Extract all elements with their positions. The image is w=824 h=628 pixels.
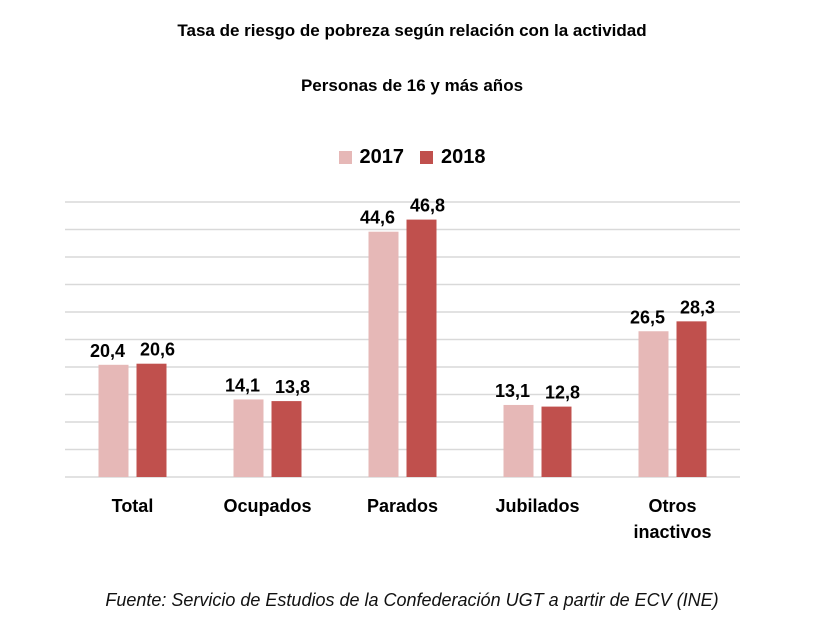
- bar-2017-3: [503, 404, 534, 477]
- bar-2018-0: [136, 363, 167, 477]
- bar-2018-2: [406, 219, 437, 477]
- legend-label-2017: 2017: [359, 146, 405, 168]
- bar-2017-2: [368, 231, 399, 477]
- data-label-2018-3: 12,8: [545, 383, 580, 403]
- x-tick-label-0: Total: [112, 496, 154, 516]
- data-label-2018-4: 28,3: [680, 297, 715, 317]
- legend-item-2018: 2018: [420, 146, 486, 169]
- data-label-2017-2: 44,6: [360, 208, 395, 228]
- source-note: Fuente: Servicio de Estudios de la Confe…: [105, 590, 719, 610]
- legend-swatch-2017: [338, 151, 352, 164]
- legend-label-2018: 2018: [441, 146, 486, 168]
- bar-2018-1: [271, 401, 302, 477]
- legend: 2017 2018: [0, 146, 824, 169]
- data-label-2017-0: 20,4: [90, 341, 125, 361]
- chart-subtitle: Personas de 16 y más años: [300, 76, 524, 95]
- bar-2018-4: [676, 321, 707, 477]
- legend-item-2017: 2017: [338, 146, 405, 169]
- bar-2017-1: [233, 399, 264, 477]
- bar-2018-3: [541, 406, 572, 477]
- x-tick-label-2: Parados: [367, 496, 438, 516]
- x-tick-label-1: Ocupados: [223, 496, 311, 516]
- data-label-2018-0: 20,6: [140, 340, 175, 360]
- data-label-2017-1: 14,1: [225, 375, 260, 395]
- legend-swatch-2018: [420, 151, 433, 164]
- x-tick-label-3: Jubilados: [495, 496, 579, 516]
- chart-title: Tasa de riesgo de pobreza según relación…: [177, 21, 647, 40]
- bar-2017-0: [98, 364, 129, 477]
- data-label-2018-1: 13,8: [275, 377, 310, 397]
- bar-2017-4: [638, 331, 669, 477]
- data-label-2017-4: 26,5: [630, 307, 665, 327]
- x-tick-label-4: Otros: [648, 496, 696, 516]
- data-label-2018-2: 46,8: [410, 196, 445, 216]
- x-tick-label-4: inactivos: [633, 522, 711, 542]
- data-label-2017-3: 13,1: [495, 381, 530, 401]
